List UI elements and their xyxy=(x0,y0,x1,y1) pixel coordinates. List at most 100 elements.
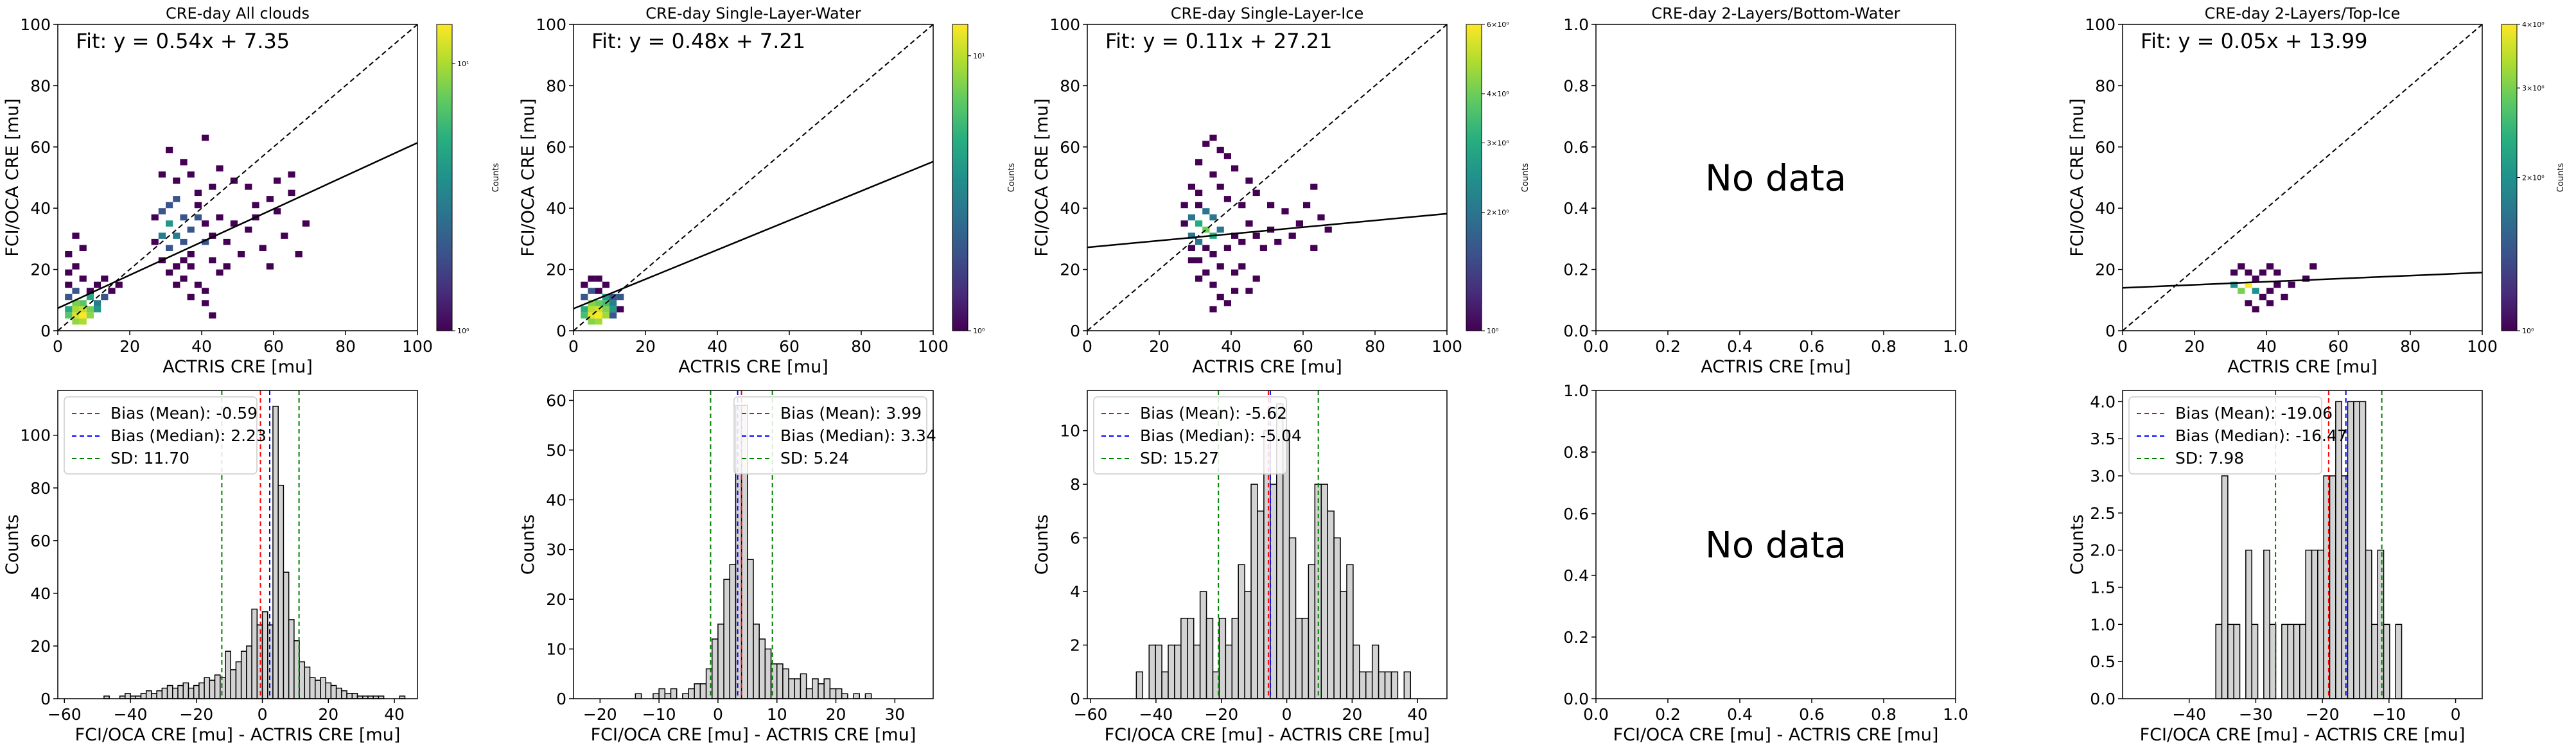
colorbar-tick-label: 10⁰ xyxy=(973,327,985,335)
histogram-bar xyxy=(1308,564,1316,699)
density-cell xyxy=(166,245,173,251)
density-cell xyxy=(180,238,188,245)
x-tick-label: −60 xyxy=(1074,705,1108,724)
histogram-bar xyxy=(658,688,666,699)
x-tick-label: 20 xyxy=(635,337,656,356)
y-tick-label: 40 xyxy=(546,199,566,218)
histogram-panel: −60 −40 −20 0 20 40 0 2 4 6 8 10 FCI/OCA CRE [mu] - … xyxy=(1032,390,1448,743)
x-tick-label: 0.4 xyxy=(1727,337,1753,356)
x-tick-label: −20 xyxy=(1204,705,1238,724)
x-axis-label: ACTRIS CRE [mu] xyxy=(162,357,313,377)
histogram-bar xyxy=(166,685,173,699)
histogram-bar xyxy=(2347,401,2354,699)
histogram-bar xyxy=(1155,644,1162,699)
histogram-panel: −20 −10 0 10 20 30 0 10 20 30 40 50 60 FCI/OCA CRE [m… xyxy=(518,390,936,743)
y-tick-label: 8 xyxy=(1070,475,1080,494)
histogram-bar xyxy=(1390,671,1399,699)
y-tick-label: 20 xyxy=(30,637,51,656)
histogram-bar xyxy=(151,693,157,699)
colorbar-tick-label: 2×10⁰ xyxy=(2522,174,2545,182)
x-tick-label: 80 xyxy=(335,337,356,356)
density-cell xyxy=(609,300,617,306)
density-cell xyxy=(1231,165,1239,171)
density-cell xyxy=(1195,275,1203,282)
x-axis-label: FCI/OCA CRE [mu] - ACTRIS CRE [mu] xyxy=(591,725,916,743)
x-tick-label: 1.0 xyxy=(1943,337,1968,356)
histogram-bar xyxy=(1340,591,1347,699)
y-tick-label: 50 xyxy=(546,441,566,460)
density-cell xyxy=(609,312,617,319)
y-tick-label: 40 xyxy=(2095,199,2116,218)
histogram-bar xyxy=(1295,618,1303,699)
density-cell xyxy=(1223,300,1231,306)
density-cell xyxy=(187,171,195,178)
y-tick-label: 0 xyxy=(556,322,566,340)
density-cell xyxy=(72,232,80,239)
density-cell xyxy=(72,306,80,313)
histogram-bar xyxy=(2317,549,2324,699)
histogram-bar xyxy=(1238,564,1245,699)
x-tick-label: 0 xyxy=(258,705,268,724)
density-cell xyxy=(1223,196,1231,202)
fit-line xyxy=(2122,272,2483,289)
histogram-bar xyxy=(823,678,831,699)
y-tick-label: 100 xyxy=(20,15,51,34)
density-cell xyxy=(238,250,245,258)
x-tick-label: 20 xyxy=(318,705,338,724)
x-tick-label: 0.2 xyxy=(1655,705,1681,724)
density-cell xyxy=(101,293,109,301)
density-cell xyxy=(209,184,216,190)
y-axis-label: Counts xyxy=(1032,514,1052,575)
density-cell xyxy=(94,300,101,306)
density-cell xyxy=(86,306,94,313)
density-cell xyxy=(202,238,209,245)
colorbar-label: Counts xyxy=(1521,163,1530,193)
colorbar-tick-label: 3×10⁰ xyxy=(2522,84,2545,92)
y-tick-label: 100 xyxy=(20,426,51,445)
density-cell xyxy=(1180,220,1188,227)
density-cell xyxy=(158,232,166,239)
legend-mean-label: Bias (Mean): -19.06 xyxy=(2175,404,2333,423)
histogram-bar xyxy=(251,608,258,699)
density-cell xyxy=(602,306,609,313)
x-tick-label: 100 xyxy=(918,337,949,356)
density-cell xyxy=(180,275,188,282)
histogram-bar xyxy=(140,693,147,699)
histogram-panel: −40 −30 −20 −10 0 0.0 0.5 1.0 1.5 2.0 2.5 3.0 3.5 4.0… xyxy=(2067,390,2483,743)
identity-line xyxy=(573,24,934,331)
plot-frame xyxy=(2122,390,2483,699)
x-tick-label: 0 xyxy=(1282,705,1292,724)
density-cell xyxy=(1195,220,1203,227)
density-cell xyxy=(115,281,123,288)
density-cell xyxy=(245,226,252,233)
identity-line xyxy=(1087,24,1448,331)
fit-equation: Fit: y = 0.54x + 7.35 xyxy=(76,29,290,53)
histogram-bar xyxy=(2281,624,2288,699)
density-cell xyxy=(595,275,602,282)
histogram-bar xyxy=(1327,511,1335,699)
density-cell xyxy=(216,165,223,171)
density-cell xyxy=(180,257,188,264)
x-tick-label: 0 xyxy=(2117,337,2128,356)
y-tick-label: 0.0 xyxy=(1563,690,1589,708)
chart-title: CRE-day Single-Layer-Water xyxy=(645,4,861,22)
density-cell xyxy=(173,281,180,288)
histogram-bar xyxy=(2371,624,2378,699)
density-cell xyxy=(1245,288,1253,294)
histogram-bar xyxy=(753,624,760,699)
histogram-bar xyxy=(818,683,825,699)
density-cell xyxy=(223,238,231,245)
density-cell xyxy=(1310,184,1318,190)
histogram-bar xyxy=(172,687,179,699)
histogram-bar xyxy=(835,688,843,699)
histogram-bar xyxy=(156,690,163,699)
density-cell xyxy=(588,318,595,325)
legend-mean-label: Bias (Mean): -0.59 xyxy=(110,404,258,423)
y-tick-label: 20 xyxy=(546,261,566,279)
plot-frame xyxy=(1087,390,1448,699)
y-tick-label: 3.5 xyxy=(2090,430,2116,448)
density-cell xyxy=(1187,257,1195,264)
histogram-bar xyxy=(1346,564,1354,699)
y-tick-label: 6 xyxy=(1070,529,1080,548)
